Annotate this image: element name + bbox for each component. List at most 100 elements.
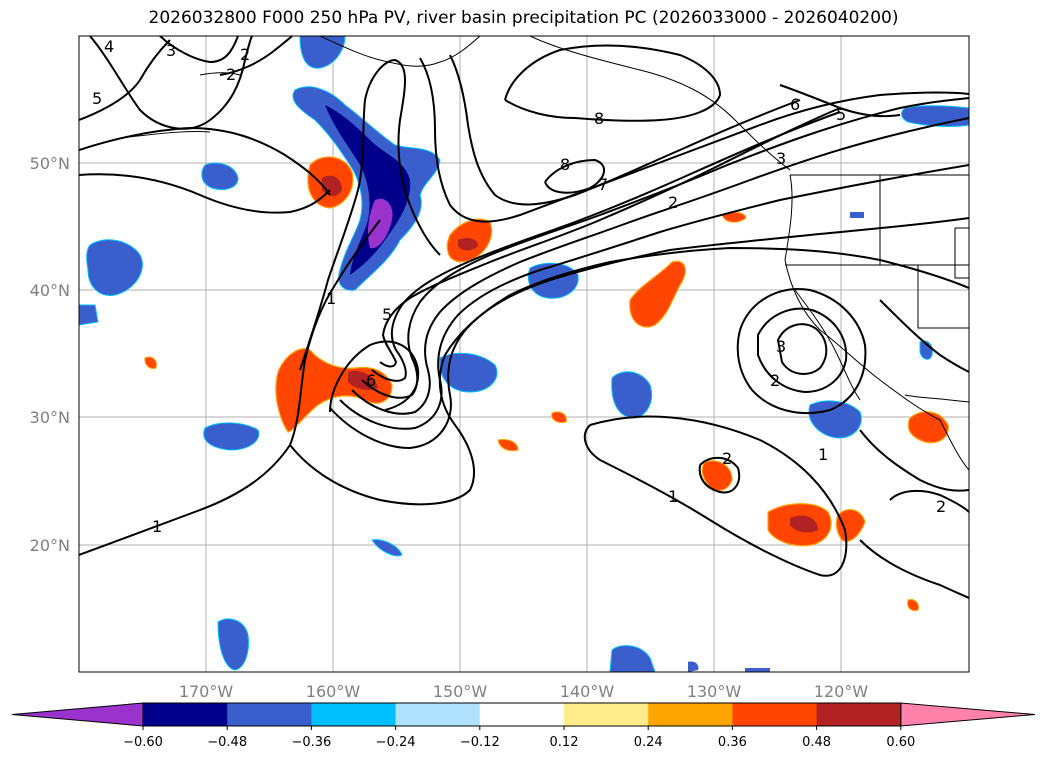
pos-region-nc-core — [458, 238, 478, 251]
contour-5a — [361, 97, 969, 399]
contour-nw-5 — [79, 39, 171, 121]
map-frame — [78, 35, 970, 673]
contour-e-2 — [859, 429, 969, 492]
contour-label: 2 — [936, 497, 946, 516]
neg-region-mid — [527, 262, 579, 299]
contour-label: 5 — [836, 105, 846, 124]
contour-2a — [329, 217, 969, 450]
contour-1-west — [79, 219, 381, 556]
contour-se-1 — [583, 415, 848, 577]
contour-label: 1 — [326, 289, 336, 308]
contour-loop-north — [299, 58, 441, 371]
contour-center-low — [329, 340, 420, 413]
contour-label: 3 — [776, 149, 786, 168]
neg-region-nw — [201, 162, 239, 191]
contour-label: 5 — [92, 89, 102, 108]
contour-label: 1 — [818, 445, 828, 464]
neg-region-center — [439, 352, 498, 393]
gridlines — [79, 36, 969, 672]
negative-precip-regions — [79, 36, 969, 672]
contour-east-low-2 — [757, 307, 848, 394]
contour-3a — [339, 164, 969, 430]
neg-region-hawaii — [371, 539, 403, 557]
contour-label: 6 — [366, 371, 376, 390]
pos-region-se-core — [790, 515, 818, 533]
lat-label: 40°N — [30, 281, 70, 300]
contour-label: 2 — [240, 45, 250, 64]
colorbar-label: −0.60 — [123, 735, 163, 750]
colorbar-segment — [732, 703, 818, 726]
colorbar-label: −0.36 — [291, 735, 331, 750]
colorbar-label: 0.24 — [634, 735, 663, 750]
contour-north-3 — [449, 54, 801, 206]
contour-label: 2 — [770, 371, 780, 390]
contour-4a — [351, 117, 969, 415]
lon-label: 130°W — [687, 682, 742, 701]
contour-e-4 — [859, 539, 969, 599]
contour-nw-top — [79, 173, 331, 214]
colorbar-extend-high — [900, 702, 1036, 727]
neg-region-south — [611, 371, 653, 419]
neg-region-w2 — [79, 304, 99, 326]
contour-label: 2 — [226, 65, 236, 84]
coastlines — [119, 36, 969, 471]
contour-nw-3 — [159, 36, 239, 64]
longitude-labels: 170°W 160°W 150°W 140°W 130°W 120°W — [179, 682, 869, 701]
contour-label: 6 — [790, 95, 800, 114]
neg-region-baja — [808, 400, 862, 439]
neg-region-sw — [203, 422, 260, 451]
neg-region-sw-low — [217, 618, 249, 671]
colorbar-segment — [395, 703, 481, 726]
contour-east-low-1 — [736, 288, 867, 414]
contour-label: 5 — [382, 305, 392, 324]
pv-contours — [79, 36, 969, 599]
pos-region-se2 — [835, 509, 866, 542]
plot-title: 2026032800 F000 250 hPa PV, river basin … — [148, 8, 899, 28]
colorbar-segment — [479, 703, 565, 726]
lat-label: 30°N — [30, 408, 70, 427]
contour-east-low-3 — [776, 323, 828, 375]
contour-nw-2 — [219, 36, 293, 76]
neg-region-small-e — [850, 212, 864, 218]
colorbar-segment — [648, 703, 733, 726]
colorbar-label: 0.48 — [802, 735, 831, 750]
neg-region-bottom2 — [688, 661, 699, 672]
pos-region-s1 — [497, 439, 519, 452]
colorbar-label: −0.12 — [460, 735, 500, 750]
colorbar-label: 0.36 — [718, 735, 747, 750]
contour-labels: 4 3 2 5 2 8 6 5 8 7 2 3 1 5 3 2 6 1 2 1 … — [92, 37, 946, 536]
contour-6a — [371, 111, 841, 382]
colorbar-label: −0.24 — [376, 735, 416, 750]
lon-label: 150°W — [433, 682, 488, 701]
pos-region-s3 — [701, 460, 733, 492]
contour-pnw — [779, 84, 901, 118]
colorbar-segment — [143, 703, 228, 726]
contour-nw-big — [79, 126, 331, 196]
lon-label: 170°W — [179, 682, 234, 701]
neg-region-alaska — [292, 86, 441, 291]
contour-label: 1 — [668, 487, 678, 506]
contour-e-3 — [889, 489, 969, 513]
contour-label: 2 — [722, 449, 732, 468]
colorbar: −0.60 −0.48 −0.36 −0.24 −0.12 0.12 0.24 0.36 0.4… — [11, 702, 1036, 750]
contour-label: 2 — [668, 193, 678, 212]
contour-label: 3 — [166, 41, 176, 60]
pos-region-far-s — [907, 599, 919, 611]
colorbar-segment — [816, 703, 902, 726]
colorbar-label: 0.12 — [550, 735, 579, 750]
contour-e-1 — [879, 299, 969, 373]
contour-8b — [544, 158, 605, 194]
colorbar-segment — [564, 703, 649, 726]
colorbar-label: −0.48 — [207, 735, 247, 750]
map-panel — [79, 36, 969, 672]
neg-region-alaska-peak — [367, 198, 393, 249]
neg-region-west — [86, 239, 143, 296]
contour-7a — [379, 107, 841, 368]
colorbar-label: 0.60 — [886, 735, 915, 750]
lon-label: 140°W — [560, 682, 615, 701]
neg-region-bottom3 — [745, 668, 770, 672]
neg-region-alaska-core — [325, 105, 411, 275]
lon-label: 160°W — [306, 682, 361, 701]
neg-region-bottom — [609, 645, 656, 672]
